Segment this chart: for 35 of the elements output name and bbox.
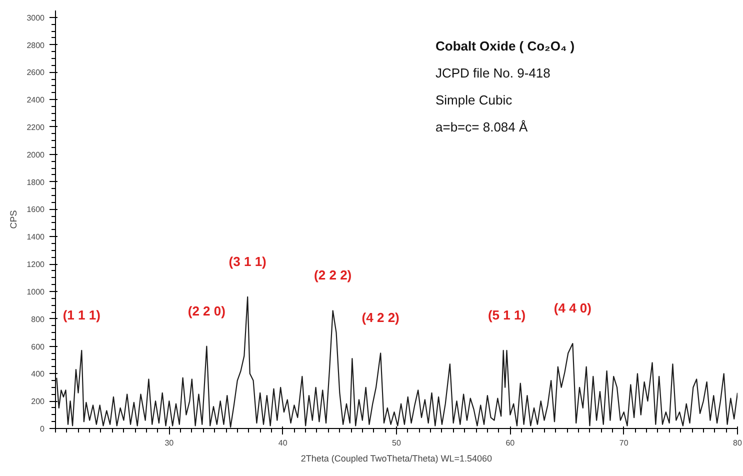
x-tick-label: 70 [619, 438, 629, 448]
y-tick-label: 1800 [26, 178, 46, 187]
y-tick-label: 2400 [26, 96, 46, 105]
y-tick-label: 3000 [26, 13, 46, 22]
annotation: (3 1 1) [228, 254, 266, 269]
y-tick-label: 1200 [26, 260, 46, 270]
x-tick-label: 60 [506, 438, 516, 448]
x-tick-label: 30 [164, 438, 174, 448]
annotation: (5 1 1) [488, 307, 526, 322]
y-axis-title: CPS [8, 210, 19, 229]
annotation: (1 1 1) [62, 307, 100, 322]
x-tick-label: 80 [733, 438, 742, 448]
x-tick-label: 50 [392, 438, 402, 448]
y-tick-label: 1600 [26, 205, 46, 214]
y-tick-label: 200 [31, 397, 46, 406]
annotation: (2 2 2) [314, 268, 352, 283]
y-tick-label: 2000 [26, 150, 46, 160]
y-tick-label: 0 [40, 424, 46, 434]
y-tick-label: 2800 [26, 40, 46, 50]
annotation: (2 2 0) [188, 303, 226, 318]
y-tick-label: 2200 [26, 122, 46, 132]
y-tick-label: 600 [31, 342, 46, 352]
y-tick-label: 800 [31, 314, 46, 324]
annotation: (4 4 0) [554, 300, 592, 316]
annotation: Cobalt Oxide ( Co₂O₄ ) [436, 38, 575, 54]
y-tick-label: 2600 [26, 68, 46, 78]
x-tick-label: 40 [278, 438, 288, 448]
annotation: Simple Cubic [436, 92, 513, 108]
y-tick-label: 1400 [26, 232, 46, 242]
annotation: a=b=c= 8.084 Å [436, 120, 528, 134]
y-tick-label: 1000 [26, 287, 46, 296]
annotation: JCPD file No. 9-418 [436, 66, 550, 80]
x-axis-title: 2Theta (Coupled TwoTheta/Theta) WL=1.54060 [300, 454, 492, 464]
y-tick-label: 400 [31, 370, 46, 379]
annotation: (4 2 2) [362, 310, 400, 326]
